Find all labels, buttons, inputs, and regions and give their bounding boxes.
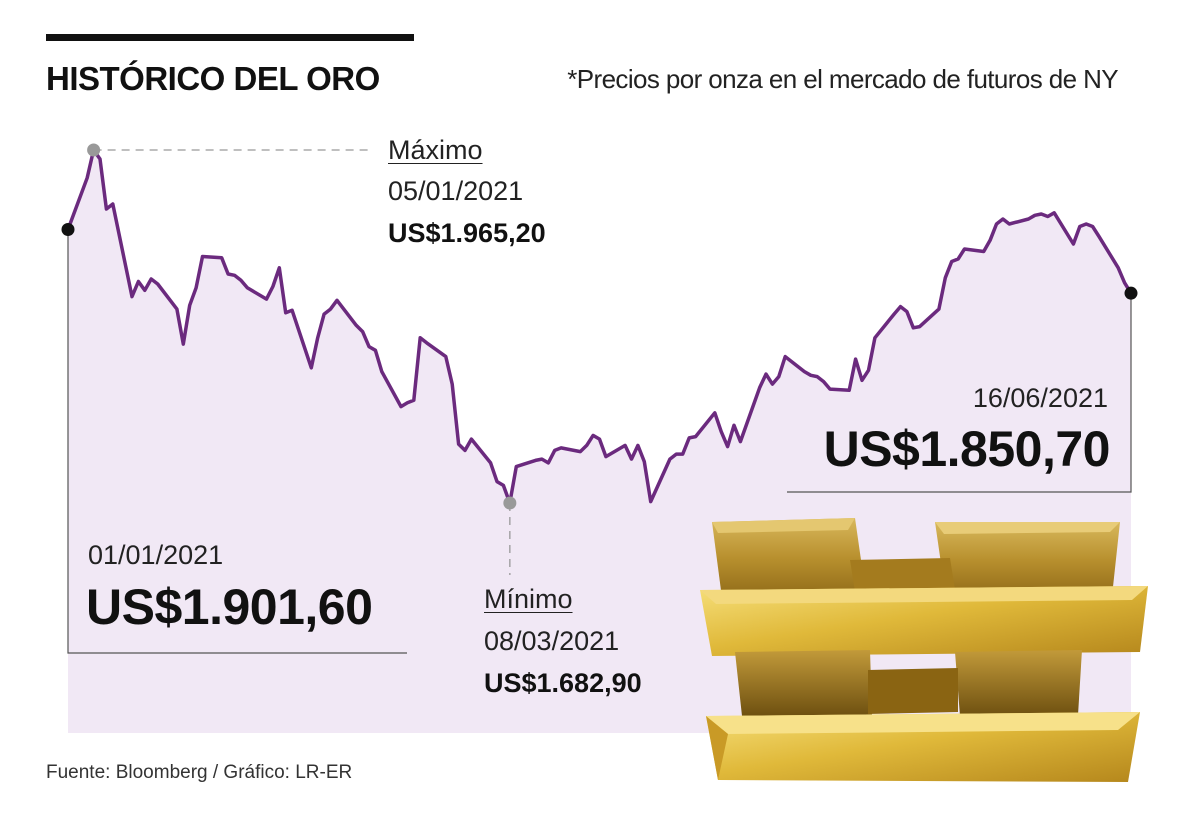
min-date: 08/03/2021 [484, 626, 620, 656]
max-value: US$1.965,20 [388, 218, 546, 248]
start-date: 01/01/2021 [88, 540, 224, 570]
point-markers [61, 143, 1138, 510]
start-point-marker [61, 223, 75, 237]
end-point-marker [1124, 286, 1138, 300]
source-note: Fuente: Bloomberg / Gráfico: LR-ER [46, 762, 353, 783]
title-rule [46, 34, 414, 41]
max-date: 05/01/2021 [388, 176, 524, 206]
end-value: US$1.850,70 [823, 421, 1111, 477]
price-line [66, 148, 1133, 505]
max-point-marker [87, 143, 101, 157]
min-point-marker [503, 496, 517, 510]
end-leader-line [787, 293, 1132, 493]
start-leader-line [67, 229, 407, 654]
min-value: US$1.682,90 [484, 668, 642, 698]
chart-title: HISTÓRICO DEL ORO [46, 60, 380, 97]
annotation-leaders [67, 149, 1132, 654]
min-label: Mínimo [484, 584, 573, 614]
end-date: 16/06/2021 [972, 383, 1108, 413]
gold-bars-image [700, 518, 1148, 782]
start-value: US$1.901,60 [86, 579, 373, 635]
max-label: Máximo [388, 135, 483, 165]
chart-subtitle: *Precios por onza en el mercado de futur… [567, 64, 1118, 94]
